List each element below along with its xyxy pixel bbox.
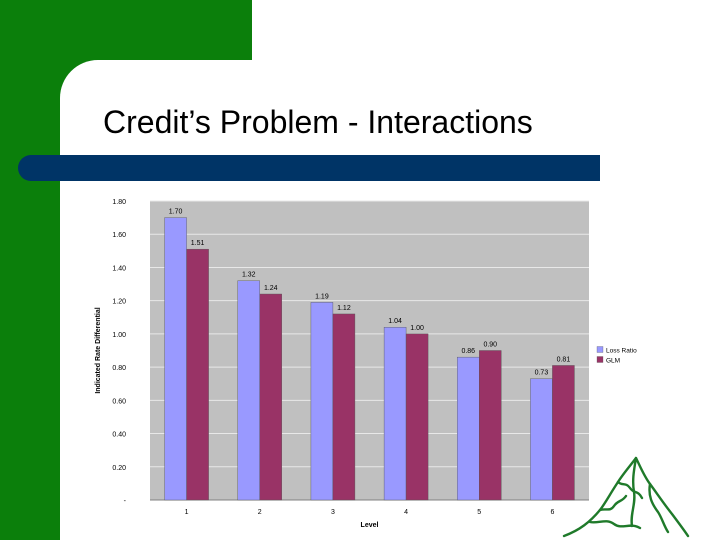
x-tick-label: 4: [404, 509, 408, 516]
y-tick-label: 0.20: [112, 465, 126, 472]
data-label: 1.12: [337, 305, 351, 312]
y-tick-label: 1.00: [112, 332, 126, 339]
data-label: 1.00: [410, 325, 424, 332]
bar-loss-ratio: [164, 217, 187, 501]
bar-loss-ratio: [530, 378, 553, 501]
data-label: 1.70: [169, 209, 183, 216]
bar-loss-ratio: [383, 327, 407, 501]
legend: Loss Ratio GLM: [596, 346, 637, 365]
data-label: 1.04: [388, 318, 402, 325]
bar-glm: [405, 333, 429, 501]
y-tick-label: 0.60: [112, 398, 126, 405]
y-tick-label: 1.20: [112, 299, 126, 306]
y-axis-label: Indicated Rate Differential: [95, 307, 102, 393]
bar-chart: - 0.20 0.40 0.60 0.80 1.00 1.20 1.40 1.60 1.80 1.…: [95, 199, 637, 529]
bar-loss-ratio: [310, 302, 334, 501]
y-tick-label: 1.80: [112, 199, 126, 206]
x-axis-label: Level: [361, 522, 379, 529]
legend-label: Loss Ratio: [606, 348, 637, 355]
bar-glm: [552, 365, 575, 501]
y-tick-label: 1.60: [112, 232, 126, 239]
gridlines: [150, 200, 589, 501]
x-tick-label: 3: [331, 509, 335, 516]
y-tick-label: 0.80: [112, 365, 126, 372]
x-tick-label: 5: [477, 509, 481, 516]
bar-glm: [479, 350, 502, 501]
y-tick-label: -: [124, 498, 127, 505]
title-rule: [18, 155, 600, 181]
y-tick-label: 1.40: [112, 265, 126, 272]
legend-swatch: [596, 346, 604, 353]
slide-title: Credit’s Problem - Interactions: [103, 104, 533, 140]
x-tick-labels: 1 2 3 4 5 6: [185, 509, 555, 516]
mountain-logo-icon: [562, 456, 690, 538]
bar-loss-ratio: [457, 356, 480, 501]
y-tick-label: 0.40: [112, 432, 126, 439]
frame-green-strip: [0, 0, 60, 540]
plot-area: [150, 201, 589, 500]
x-tick-label: 6: [550, 509, 554, 516]
data-label: 0.73: [535, 370, 549, 377]
data-label: 1.19: [315, 293, 329, 300]
bar-loss-ratio: [237, 280, 260, 501]
bar-glm: [186, 248, 209, 501]
data-label: 1.32: [242, 272, 256, 279]
bar-glm: [259, 293, 282, 501]
data-label: 1.24: [264, 285, 278, 292]
bar-glm: [332, 313, 356, 501]
x-tick-label: 2: [258, 509, 262, 516]
x-tick-label: 1: [185, 509, 189, 516]
data-label: 0.81: [557, 356, 571, 363]
data-label: 1.51: [191, 240, 205, 247]
data-label: 0.90: [483, 342, 497, 349]
legend-swatch: [596, 356, 604, 363]
bars: [164, 217, 575, 501]
data-label: 0.86: [461, 348, 475, 355]
legend-label: GLM: [606, 358, 620, 365]
y-tick-labels: - 0.20 0.40 0.60 0.80 1.00 1.20 1.40 1.60 1.80: [112, 199, 126, 505]
data-labels: 1.70 1.32 1.19 1.04 0.86 0.73 1.51 1.24 1.12 1.00…: [169, 209, 571, 377]
